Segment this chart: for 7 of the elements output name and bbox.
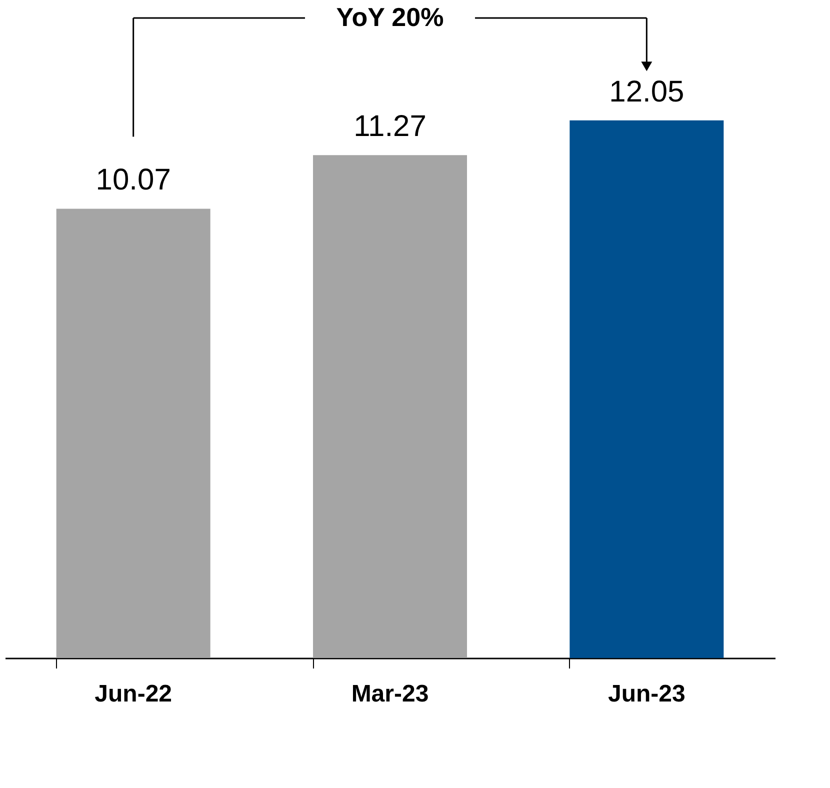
data-label: 10.07 xyxy=(96,164,171,197)
data-label: 12.05 xyxy=(609,75,684,108)
data-label: 11.27 xyxy=(354,110,426,144)
x-tick-label: Jun-23 xyxy=(608,680,686,708)
x-tick-label: Mar-23 xyxy=(351,680,429,708)
text: YoY 20% xyxy=(336,2,444,32)
x-tick-label: Jun-22 xyxy=(94,680,172,708)
